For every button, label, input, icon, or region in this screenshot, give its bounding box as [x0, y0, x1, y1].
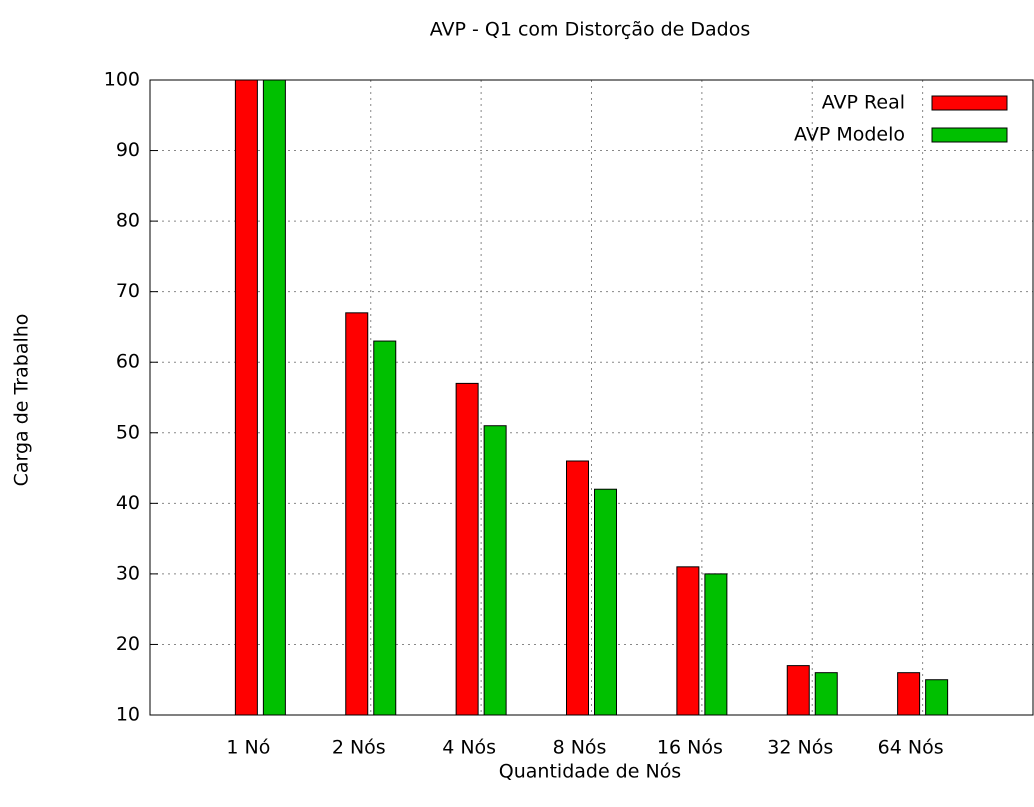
y-tick-label: 20 — [116, 633, 140, 655]
x-tick-label: 1 Nó — [226, 737, 270, 759]
x-axis-label: Quantidade de Nós — [499, 761, 681, 783]
y-tick-label: 50 — [116, 421, 140, 443]
bar — [345, 312, 369, 716]
plot-frame — [149, 79, 1034, 716]
chart-title: AVP - Q1 com Distorção de Dados — [430, 19, 751, 41]
x-tick-label: 8 Nós — [553, 737, 607, 759]
bar — [594, 488, 617, 716]
y-tick-label: 60 — [116, 351, 140, 373]
bar — [925, 679, 949, 716]
bar — [262, 79, 286, 716]
y-tick-label: 100 — [104, 69, 140, 91]
y-axis-label: Carga de Trabalho — [11, 314, 33, 487]
legend-swatch — [931, 127, 1008, 143]
bar — [566, 460, 589, 716]
legend-label: AVP Real — [822, 92, 905, 114]
y-tick-label: 90 — [116, 139, 140, 161]
x-tick-label: 2 Nós — [332, 737, 386, 759]
y-tick-label: 70 — [116, 280, 140, 302]
bar — [373, 340, 397, 716]
y-tick-label: 10 — [116, 704, 140, 726]
bar — [786, 665, 810, 716]
bar — [483, 425, 507, 716]
bar — [897, 672, 921, 716]
bar — [234, 79, 258, 716]
x-tick-label: 16 Nós — [657, 737, 723, 759]
bar — [676, 566, 700, 716]
legend-swatch — [931, 95, 1008, 111]
x-tick-label: 64 Nós — [878, 737, 944, 759]
bar — [455, 382, 479, 716]
y-tick-label: 40 — [116, 492, 140, 514]
x-tick-label: 4 Nós — [442, 737, 496, 759]
y-tick-label: 30 — [116, 562, 140, 584]
x-tick-label: 32 Nós — [767, 737, 833, 759]
bar — [814, 672, 838, 716]
y-tick-label: 80 — [116, 210, 140, 232]
bar — [704, 573, 728, 716]
legend-label: AVP Modelo — [794, 124, 905, 146]
